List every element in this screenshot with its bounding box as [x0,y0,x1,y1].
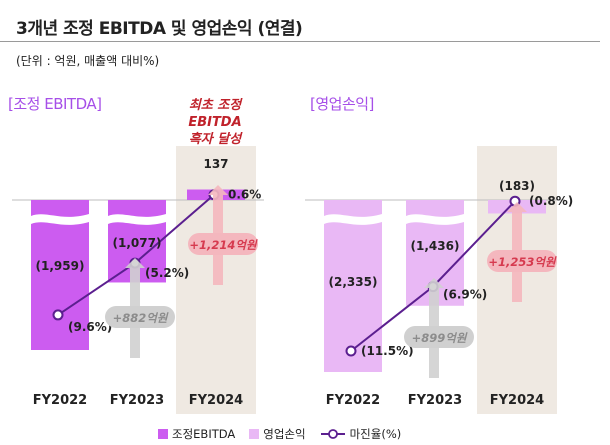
legend-margin-marker [327,429,338,439]
delta-label-1: +1,214억원 [189,238,258,252]
delta-pill-0 [404,326,474,348]
legend-ebitda-swatch [158,429,168,439]
value-label-FY2024: 137 [203,157,228,171]
margin-label-FY2022: (11.5%) [361,344,414,358]
title-divider [0,41,600,42]
legend-op: 영업손익 [249,426,306,442]
delta-pill-1 [487,250,557,272]
delta-pill-1 [188,233,258,255]
margin-point-FY2022 [345,345,357,357]
margin-label-FY2023: (5.2%) [145,266,189,280]
legend-op-swatch [249,429,260,439]
category-label-FY2023: FY2023 [408,393,462,408]
axis-break-FY2022 [31,214,89,225]
legend-ebitda-label: 조정EBITDA [172,427,236,441]
margin-label-FY2024: (0.8%) [529,194,573,208]
callout-line-1: 최초 조정 EBITDA [188,98,242,130]
legend: 조정EBITDA 영업손익 마진율(%) [158,426,415,442]
legend-op-label: 영업손익 [263,427,306,441]
category-label-FY2022: FY2022 [326,393,380,408]
ebitda-panel-title: [조정 EBITDA] [8,95,102,113]
legend-margin: 마진율(%) [320,426,402,442]
margin-label-FY2023: (6.9%) [443,288,487,302]
delta-label-1: +1,253억원 [488,255,557,269]
axis-break-FY2023 [108,214,166,225]
margin-label-FY2022: (9.6%) [68,320,112,334]
category-label-FY2023: FY2023 [110,393,164,408]
first-ebitda-profit-callout: 최초 조정 EBITDA 흑자 달성 [160,97,270,148]
value-label-FY2023: (1,077) [113,236,162,250]
legend-margin-swatch [320,429,345,439]
bar-FY2022 [324,200,382,372]
value-label-FY2024: (183) [499,179,535,193]
legend-ebitda: 조정EBITDA [158,426,235,442]
category-label-FY2022: FY2022 [33,393,87,408]
delta-label-0: +882억원 [113,311,169,325]
unit-note: (단위 : 억원, 매출액 대비%) [16,54,160,68]
category-label-FY2024: FY2024 [490,393,544,408]
value-label-FY2022: (2,335) [329,275,378,289]
margin-label-FY2024: 0.6% [228,188,261,202]
axis-break-FY2023 [406,214,464,225]
margin-point-FY2022 [52,309,64,321]
delta-label-0: +899억원 [412,331,468,345]
category-label-FY2024: FY2024 [189,393,243,408]
value-label-FY2022: (1,959) [36,259,85,273]
callout-line-2: 흑자 달성 [188,132,242,147]
page-title: 3개년 조정 EBITDA 및 영업손익 (연결) [16,19,303,39]
op-panel-title: [영업손익] [310,95,374,113]
legend-margin-label: 마진율(%) [349,427,402,441]
axis-break-FY2022 [324,214,382,225]
delta-pill-0 [105,306,175,328]
bar-FY2022 [31,200,89,350]
value-label-FY2023: (1,436) [411,239,460,253]
